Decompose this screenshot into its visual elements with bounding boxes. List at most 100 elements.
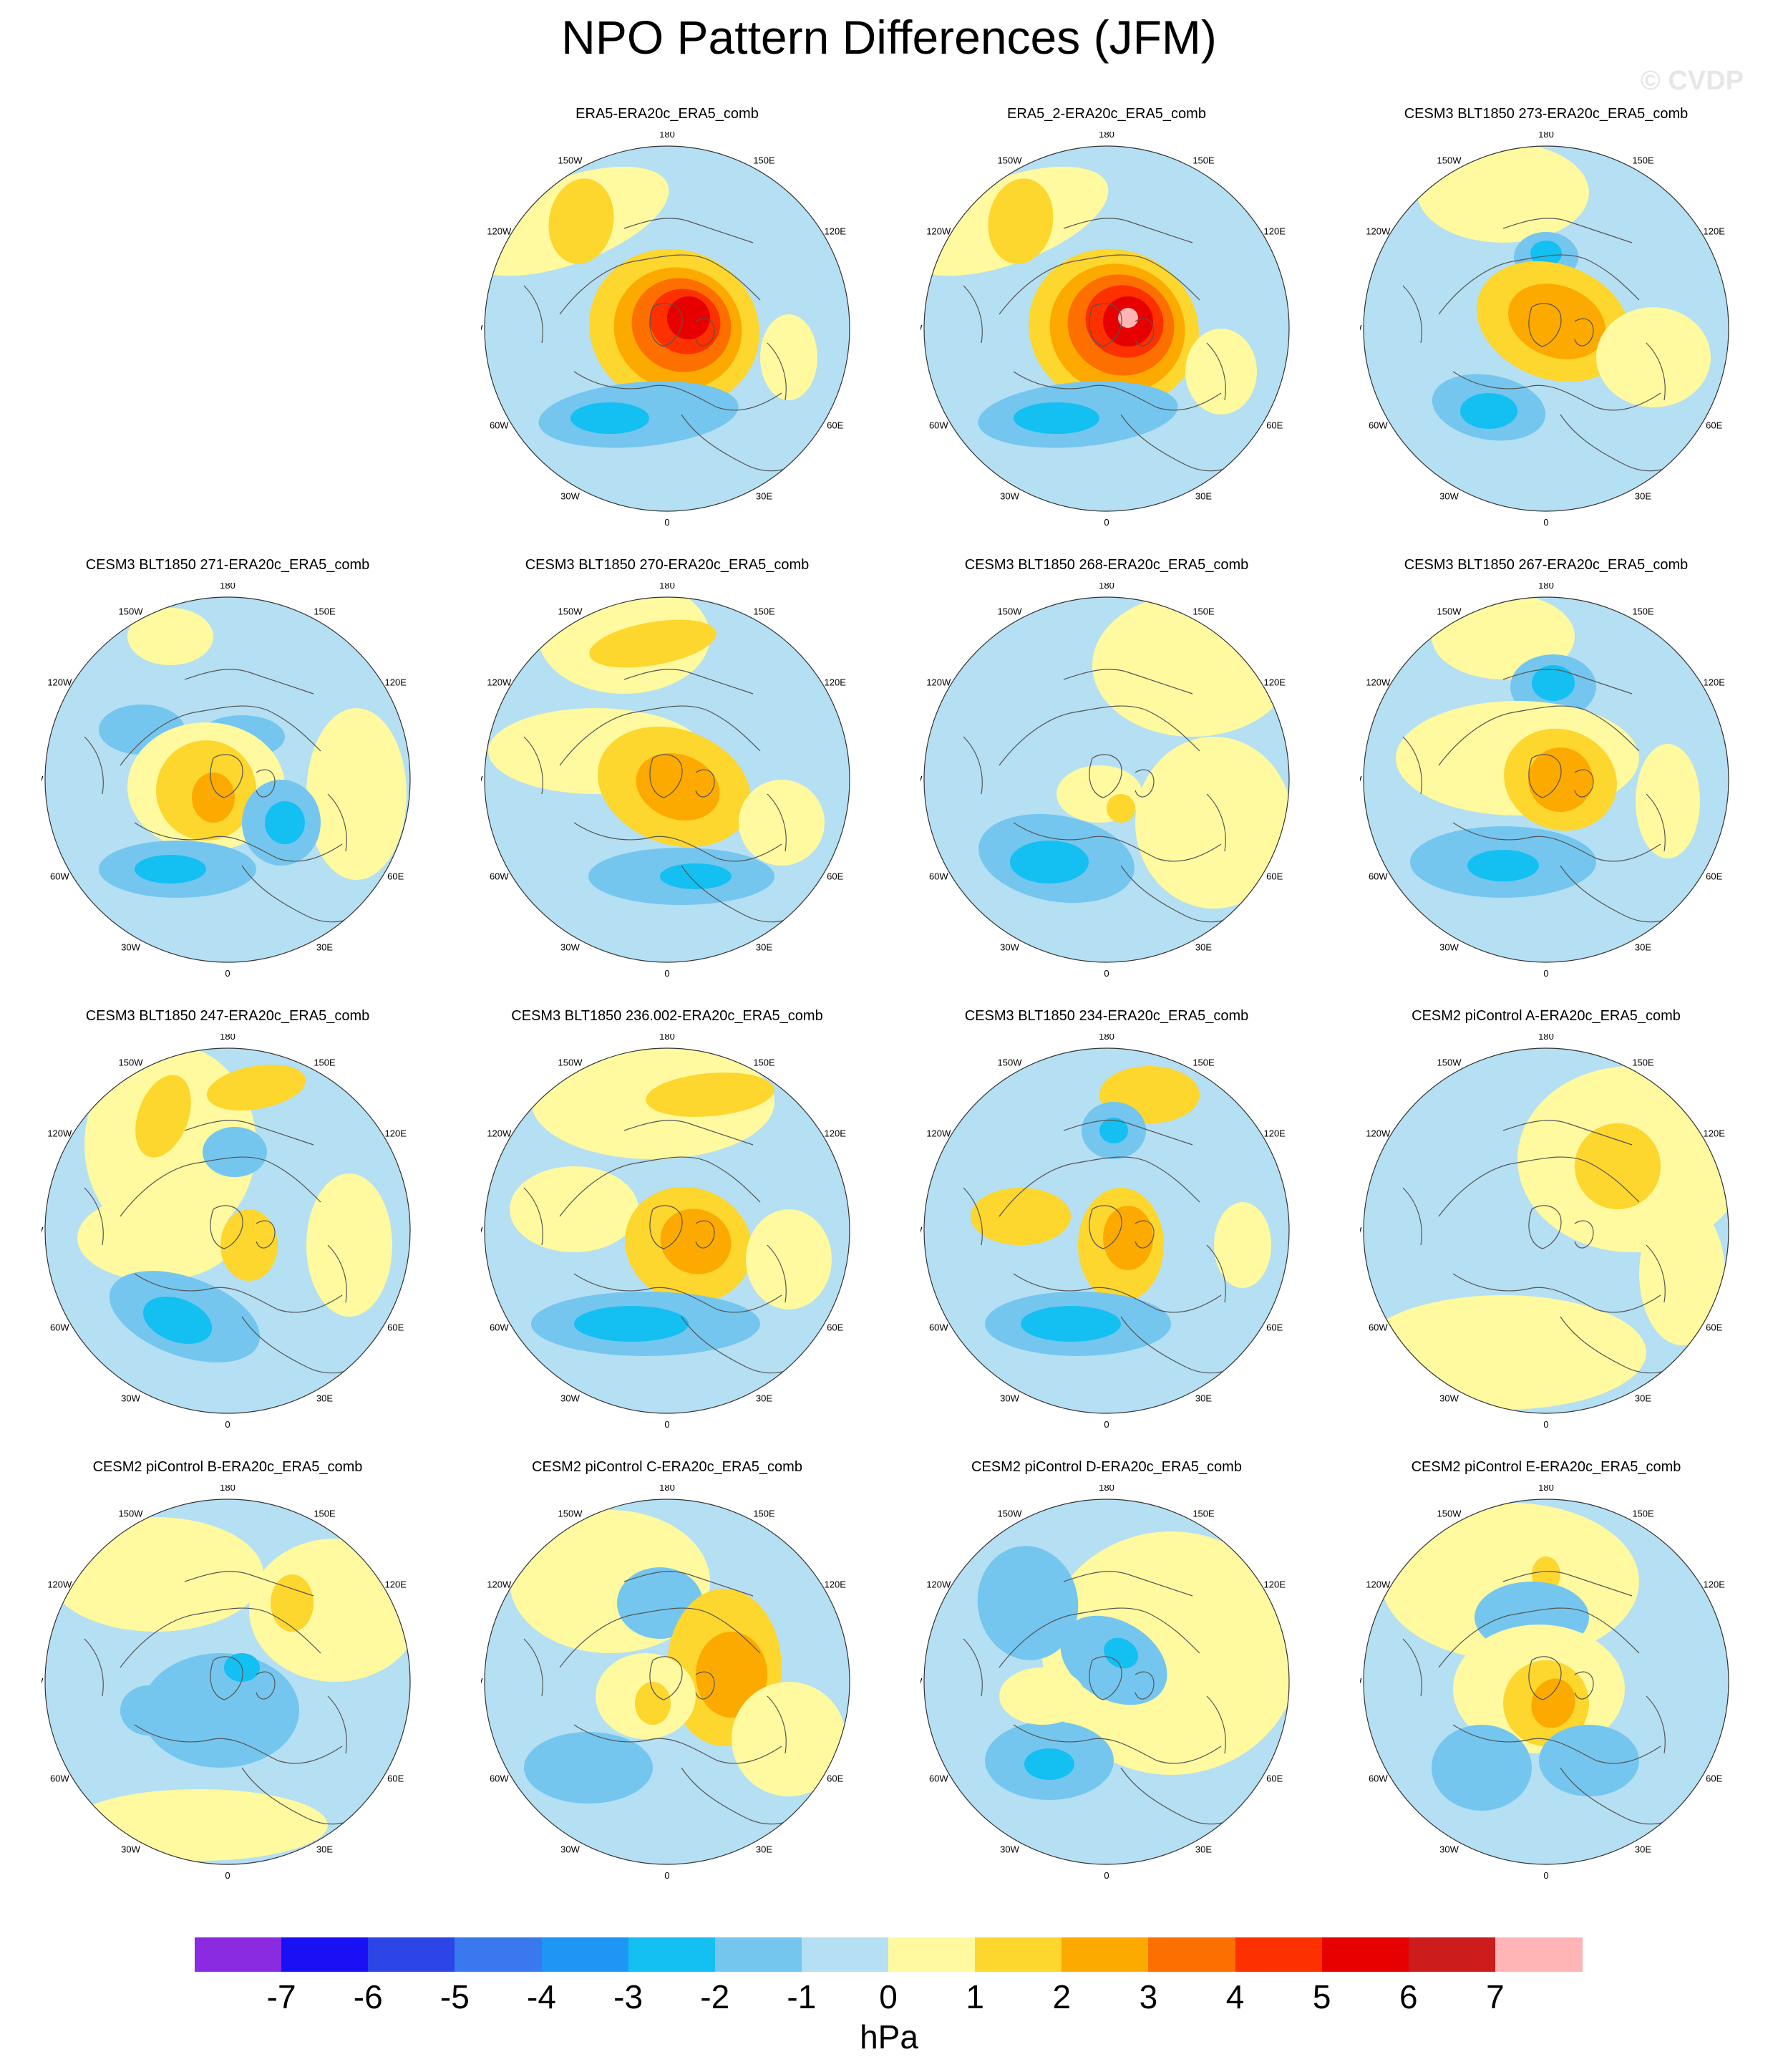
coastline (1574, 318, 1594, 347)
colorbar-swatch (628, 1937, 716, 1972)
longitude-label: 150E (314, 606, 336, 616)
coastline (1089, 1205, 1122, 1249)
anomaly-contour (1539, 1725, 1639, 1796)
colorbar (195, 1937, 1583, 1973)
anomaly-contour (760, 314, 817, 400)
longitude-label: 120W (1366, 677, 1391, 688)
longitude-label: 90W (920, 323, 923, 334)
coastline (1438, 705, 1640, 766)
longitude-label: 60W (929, 1773, 948, 1784)
coastline (327, 1695, 347, 1754)
coastline (1402, 1638, 1422, 1697)
anomaly-contour (1042, 1531, 1289, 1775)
anomaly-contour (192, 773, 235, 823)
coastline (559, 1156, 761, 1217)
longitude-label: 120W (487, 677, 512, 688)
coastline (1574, 1671, 1594, 1700)
coastline (523, 1187, 543, 1246)
coastline (573, 1273, 782, 1313)
coastline (84, 1187, 104, 1246)
longitude-label: 0 (225, 1870, 230, 1881)
anomaly-contour (120, 1685, 178, 1735)
map-field (1364, 1499, 1729, 1864)
longitude-label: 150E (1632, 1057, 1654, 1068)
longitude-label: 30W (1000, 1844, 1019, 1855)
longitude-label: 120W (1366, 1128, 1391, 1139)
longitude-label: 150W (558, 1508, 583, 1519)
longitude-label: 30W (560, 1844, 580, 1855)
coastline (767, 1244, 787, 1303)
coastline (623, 669, 754, 694)
longitude-label: 30W (560, 491, 580, 502)
longitude-label: 30W (121, 1844, 140, 1855)
panel-title: CESM2 piControl E-ERA20c_ERA5_comb (1411, 1459, 1681, 1475)
coastline (210, 1656, 243, 1700)
coastline (695, 318, 715, 347)
longitude-label: 150W (998, 1057, 1023, 1068)
coastline (559, 254, 761, 315)
coastline (1502, 1571, 1633, 1597)
map-panel-3: CESM3 BLT1850 273-ERA20c_ERA5_comb 180 15… (1324, 106, 1768, 557)
coastline (184, 1571, 314, 1597)
longitude-label: 90W (920, 1225, 923, 1236)
map-border (44, 1499, 411, 1865)
anomaly-contour (1135, 737, 1289, 909)
coastline (1646, 1244, 1666, 1303)
coastline (1013, 1724, 1222, 1764)
map-border (44, 596, 411, 963)
colorbar-swatch (455, 1937, 543, 1972)
coastline (120, 1156, 321, 1217)
coastline (1063, 669, 1193, 694)
longitude-label: 0 (225, 1419, 230, 1430)
coastline (573, 371, 782, 411)
longitude-label: 150W (1437, 1508, 1462, 1519)
coastline (1452, 822, 1661, 862)
longitude-label: 150E (753, 1508, 775, 1519)
anomaly-contour (271, 1574, 314, 1632)
map-field (1364, 1048, 1729, 1413)
coastline (695, 769, 715, 798)
longitude-label: 90W (481, 774, 483, 785)
longitude-label: 90W (481, 323, 483, 334)
anomaly-contour (1118, 308, 1138, 328)
longitude-label: 0 (225, 968, 230, 979)
map-panel-15: CESM2 piControl E-ERA20c_ERA5_comb 180 15… (1324, 1459, 1768, 1910)
panel-title: CESM2 piControl A-ERA20c_ERA5_comb (1412, 1008, 1681, 1024)
anomaly-contour (1021, 1306, 1121, 1342)
longitude-label: 90E (413, 1225, 414, 1236)
coastline (1206, 1244, 1226, 1303)
coastline (1502, 1120, 1633, 1146)
longitude-label: 180 (1099, 1485, 1114, 1493)
longitude-label: 180 (220, 1485, 235, 1493)
longitude-label: 90E (1731, 774, 1732, 785)
longitude-label: 150W (558, 155, 583, 165)
colorbar-swatch (1148, 1937, 1236, 1972)
polar-map: 180 150E 120E 90E 60E 30E 0 30W 60W 90W 120W 150W (481, 132, 853, 528)
longitude-label: 120W (926, 1128, 951, 1139)
map-panel-11: CESM2 piControl A-ERA20c_ERA5_comb 180 15… (1324, 1008, 1768, 1459)
polar-map: 180 150E 120E 90E 60E 30E 0 30W 60W 90W 120W 150W (481, 583, 853, 979)
coastline (1502, 669, 1633, 694)
anomaly-contour (1636, 744, 1700, 858)
longitude-label: 60W (50, 1322, 69, 1333)
longitude-label: 60W (929, 1322, 948, 1333)
colorbar-tick-label: 2 (1052, 1978, 1072, 2015)
coastline (184, 669, 314, 694)
longitude-label: 30E (1195, 1393, 1212, 1404)
panel-title: CESM3 BLT1850 271-ERA20c_ERA5_comb (85, 557, 370, 573)
coastline (649, 303, 683, 347)
polar-map: 180 150E 120E 90E 60E 30E 0 30W 60W 90W 120W 150W (42, 583, 414, 979)
coastline (134, 822, 343, 862)
colorbar-swatch (1062, 1937, 1150, 1972)
map-panel-2: ERA5_2-ERA20c_ERA5_comb 180 150E 120E 90E 60… (885, 106, 1328, 557)
colorbar-tick-label: -3 (613, 1978, 643, 2015)
coastline (1013, 1273, 1222, 1313)
polar-map: 180 150E 120E 90E 60E 30E 0 30W 60W 90W 120W 150W (481, 1485, 853, 1881)
longitude-label: 120E (1704, 677, 1726, 688)
map-border (484, 145, 850, 512)
coastline (1528, 1205, 1562, 1249)
longitude-label: 120E (825, 1128, 847, 1139)
longitude-label: 60E (387, 871, 404, 882)
anomaly-contour (1024, 1748, 1074, 1780)
longitude-label: 90W (920, 774, 923, 785)
